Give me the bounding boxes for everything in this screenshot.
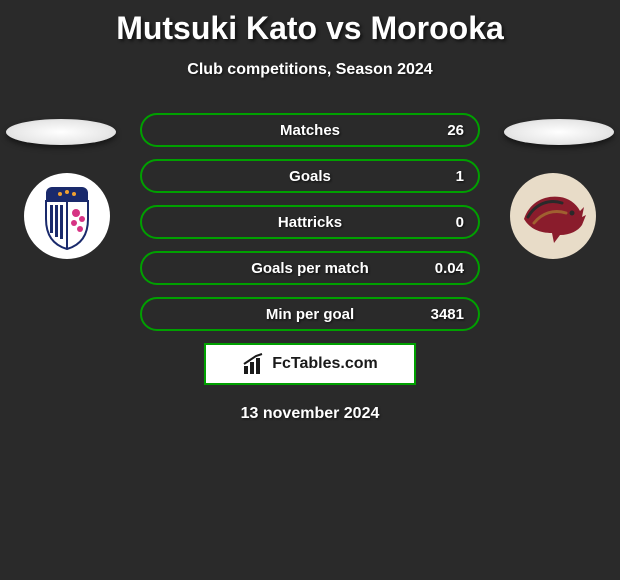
stat-row-matches: Matches 26 <box>140 113 480 147</box>
stat-label: Hattricks <box>278 214 342 231</box>
stat-value-right: 26 <box>447 122 464 139</box>
team-badge-left <box>24 173 110 259</box>
stat-row-goals-per-match: Goals per match 0.04 <box>140 251 480 285</box>
comparison-stage: Matches 26 Goals 1 Hattricks 0 Goals per… <box>0 113 620 423</box>
stat-label: Goals <box>289 168 331 185</box>
stat-row-goals: Goals 1 <box>140 159 480 193</box>
player-oval-right <box>504 119 614 145</box>
stat-label: Matches <box>280 122 340 139</box>
stat-value-right: 1 <box>456 168 464 185</box>
chart-icon <box>242 352 266 376</box>
stat-label: Min per goal <box>266 306 354 323</box>
stat-row-min-per-goal: Min per goal 3481 <box>140 297 480 331</box>
stat-value-right: 0.04 <box>435 260 464 277</box>
subtitle: Club competitions, Season 2024 <box>0 61 620 79</box>
brand-text: FcTables.com <box>272 355 378 373</box>
stat-value-right: 3481 <box>431 306 464 323</box>
footer-date: 13 november 2024 <box>0 405 620 423</box>
stat-row-hattricks: Hattricks 0 <box>140 205 480 239</box>
team-badge-right <box>510 173 596 259</box>
stat-value-right: 0 <box>456 214 464 231</box>
stat-label: Goals per match <box>251 260 369 277</box>
page-title: Mutsuki Kato vs Morooka <box>0 0 620 47</box>
brand-badge[interactable]: FcTables.com <box>204 343 416 385</box>
stat-rows: Matches 26 Goals 1 Hattricks 0 Goals per… <box>140 113 480 331</box>
player-oval-left <box>6 119 116 145</box>
